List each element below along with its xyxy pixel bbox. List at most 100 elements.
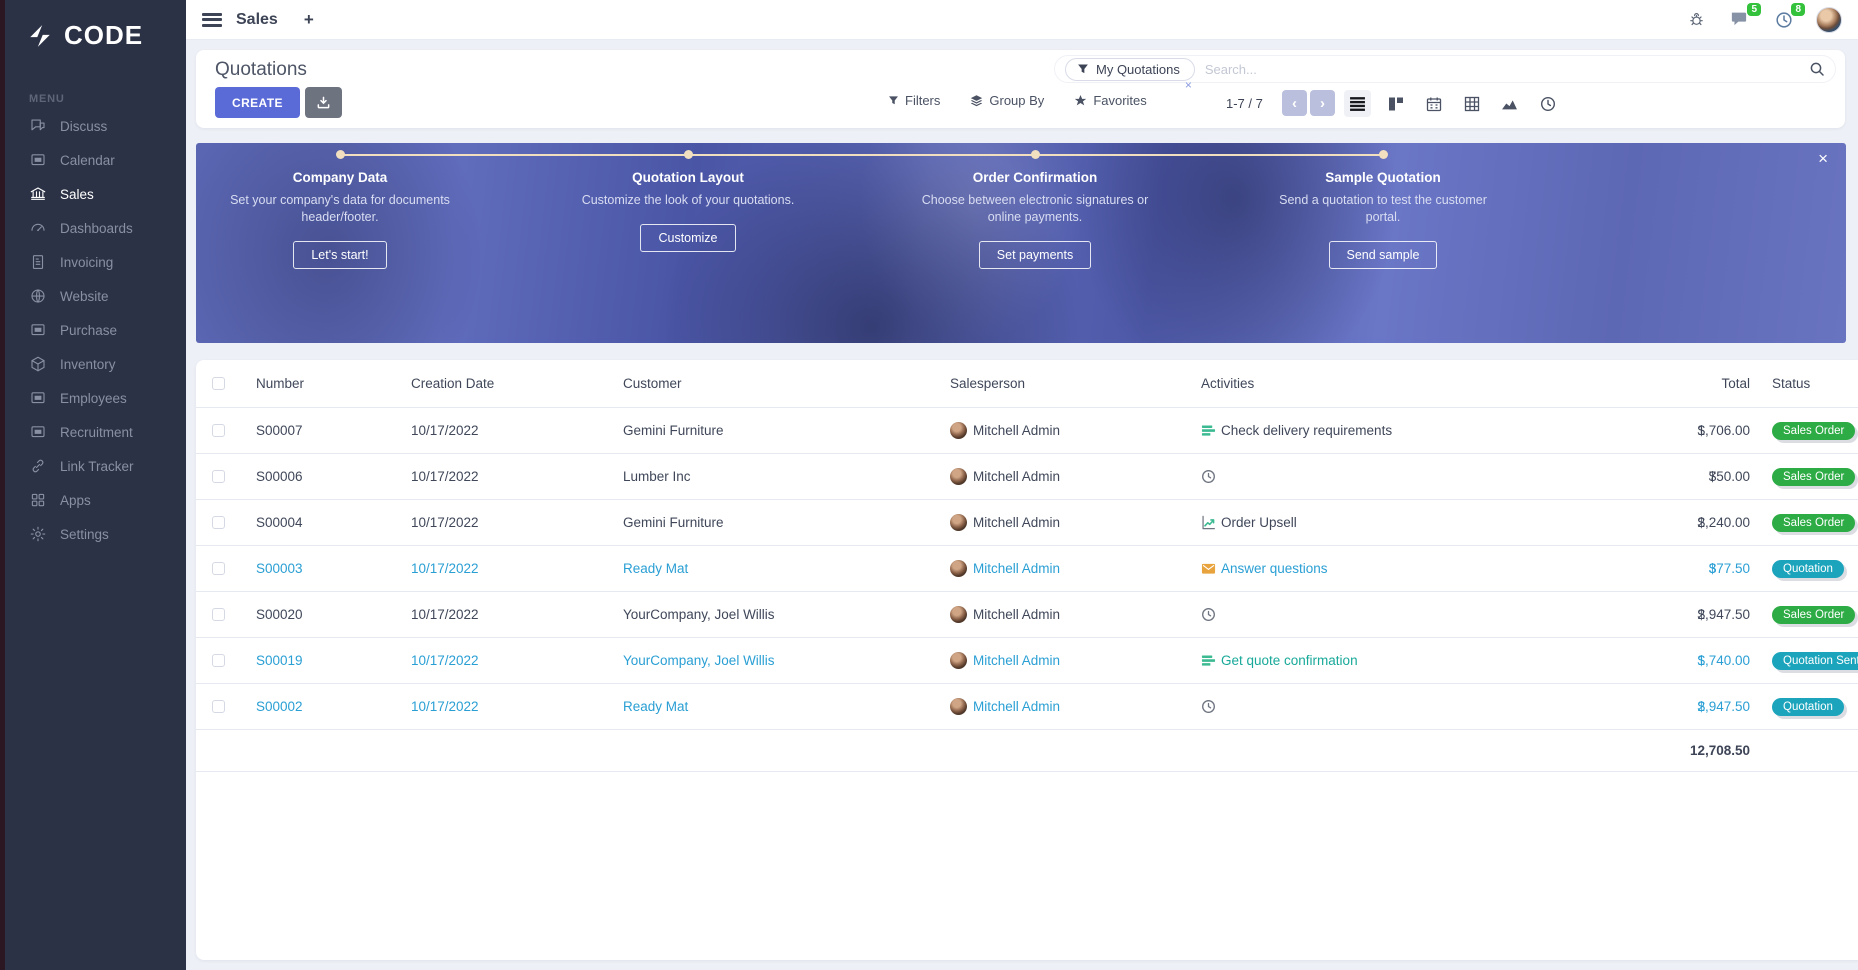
clock-icon[interactable] [1201, 469, 1216, 484]
pager-prev-button[interactable]: ‹ [1282, 90, 1307, 116]
calendar-view-icon[interactable] [1420, 90, 1447, 117]
export-button[interactable] [304, 87, 342, 118]
navbar-app-title[interactable]: Sales [236, 10, 278, 28]
row-activity-label[interactable]: Order Upsell [1221, 515, 1297, 530]
column-header-activities[interactable]: Activities [1201, 376, 1255, 391]
kanban-view-icon[interactable] [1382, 90, 1409, 117]
globe-icon [29, 287, 47, 305]
messages-icon[interactable]: 5 [1728, 2, 1761, 32]
groupby-button[interactable]: Group By [970, 93, 1044, 108]
row-checkbox[interactable] [212, 562, 225, 575]
search-facet[interactable]: My Quotations × [1065, 57, 1195, 92]
table-row[interactable]: S00020 10/17/2022 YourCompany, Joel Will… [196, 592, 1858, 638]
create-button[interactable]: CREATE [215, 87, 300, 118]
lets-start-button[interactable]: Let's start! [293, 240, 387, 269]
table-row[interactable]: S00003 10/17/2022 Ready Mat Mitchell Adm… [196, 546, 1858, 592]
sidebar-item-settings[interactable]: Settings [5, 517, 186, 551]
sidebar-item-label: Calendar [60, 152, 115, 168]
search-icon[interactable] [1809, 61, 1825, 77]
filters-button[interactable]: Filters [888, 93, 940, 108]
sidebar-item-employees[interactable]: Employees [5, 381, 186, 415]
row-checkbox[interactable] [212, 470, 225, 483]
row-number[interactable]: S00002 [256, 699, 303, 714]
row-customer: Gemini Furniture [623, 423, 724, 438]
sidebar-item-inventory[interactable]: Inventory [5, 347, 186, 381]
table-row[interactable]: S00002 10/17/2022 Ready Mat Mitchell Adm… [196, 684, 1858, 730]
sidebar-item-label: Link Tracker [60, 458, 134, 474]
sidebar-item-discuss[interactable]: Discuss [5, 109, 186, 143]
row-number[interactable]: S00004 [256, 515, 303, 530]
envelope-icon[interactable] [1201, 561, 1216, 576]
sidebar-item-label: Recruitment [60, 424, 133, 440]
list-view-icon[interactable] [1344, 90, 1371, 117]
row-checkbox[interactable] [212, 516, 225, 529]
table-row[interactable]: S00019 10/17/2022 YourCompany, Joel Will… [196, 638, 1858, 684]
row-activity-label[interactable]: Get quote confirmation [1221, 653, 1358, 668]
invoice-doc-icon [29, 253, 47, 271]
onboarding-step-sample-quotation: Sample Quotation Send a quotation to tes… [1233, 170, 1533, 269]
activity-view-icon[interactable] [1534, 90, 1561, 117]
sidebar-item-purchase[interactable]: Purchase [5, 313, 186, 347]
row-number[interactable]: S00020 [256, 607, 303, 622]
favorites-button[interactable]: Favorites [1074, 93, 1147, 108]
sidebar-item-calendar[interactable]: Calendar [5, 143, 186, 177]
column-header-salesperson[interactable]: Salesperson [950, 376, 1026, 391]
tasks-icon[interactable] [1201, 423, 1216, 438]
row-checkbox[interactable] [212, 424, 225, 437]
table-row[interactable]: S00007 10/17/2022 Gemini Furniture Mitch… [196, 408, 1858, 454]
facet-remove-icon[interactable]: × [1184, 77, 1192, 92]
table-row[interactable]: S00004 10/17/2022 Gemini Furniture Mitch… [196, 500, 1858, 546]
tasks-icon[interactable] [1201, 653, 1216, 668]
user-avatar[interactable] [1816, 6, 1842, 33]
row-number[interactable]: S00006 [256, 469, 303, 484]
add-tab-button[interactable]: + [303, 9, 314, 29]
sidebar-item-recruitment[interactable]: Recruitment [5, 415, 186, 449]
onboarding-step-company-data: Company Data Set your company's data for… [196, 170, 490, 269]
app-logo[interactable]: CODE [5, 0, 186, 51]
graph-view-icon[interactable] [1496, 90, 1523, 117]
column-header-creation-date[interactable]: Creation Date [411, 376, 495, 391]
row-activity-label[interactable]: Answer questions [1221, 561, 1328, 576]
sidebar-item-apps[interactable]: Apps [5, 483, 186, 517]
sidebar-item-label: Invoicing [60, 254, 114, 270]
row-activity-label[interactable]: Check delivery requirements [1221, 423, 1393, 438]
table-row[interactable]: S00006 10/17/2022 Lumber Inc Mitchell Ad… [196, 454, 1858, 500]
search-bar[interactable]: My Quotations × Search... [1054, 55, 1836, 92]
pager-next-button[interactable]: › [1310, 90, 1335, 116]
row-checkbox[interactable] [212, 700, 225, 713]
column-header-status[interactable]: Status [1772, 376, 1811, 391]
set-payments-button[interactable]: Set payments [978, 240, 1092, 269]
select-all-checkbox[interactable] [212, 377, 225, 390]
row-checkbox[interactable] [212, 608, 225, 621]
customize-button[interactable]: Customize [640, 223, 736, 252]
upsell-icon[interactable] [1201, 515, 1216, 530]
sidebar-item-dashboards[interactable]: Dashboards [5, 211, 186, 245]
column-header-customer[interactable]: Customer [623, 376, 682, 391]
row-number[interactable]: S00003 [256, 561, 303, 576]
column-header-number[interactable]: Number [256, 376, 305, 391]
debug-bug-icon[interactable] [1684, 8, 1708, 32]
row-salesperson: Mitchell Admin [973, 469, 1061, 484]
clock-icon[interactable] [1201, 699, 1216, 714]
column-header-total[interactable]: Total [1721, 376, 1750, 391]
row-number[interactable]: S00019 [256, 653, 303, 668]
sidebar-item-sales[interactable]: Sales [5, 177, 186, 211]
sidebar-item-website[interactable]: Website [5, 279, 186, 313]
activities-clock-icon[interactable]: 8 [1772, 2, 1805, 32]
chain-link-icon [29, 457, 47, 475]
footer-total: 12,708.50 [1689, 743, 1750, 758]
send-sample-button[interactable]: Send sample [1328, 240, 1438, 269]
banner-close-icon[interactable]: × [1818, 149, 1828, 168]
row-status-badge: Sales Order [1772, 605, 1856, 624]
sidebar-item-invoicing[interactable]: Invoicing [5, 245, 186, 279]
sidebar-item-label: Website [60, 288, 109, 304]
page-title: Quotations [215, 59, 307, 80]
clock-icon[interactable] [1201, 607, 1216, 622]
search-placeholder[interactable]: Search... [1204, 61, 1257, 77]
row-checkbox[interactable] [212, 654, 225, 667]
pager-text: 1-7 / 7 [1226, 96, 1263, 111]
pivot-view-icon[interactable] [1458, 90, 1485, 117]
row-number[interactable]: S00007 [256, 423, 303, 438]
sidebar-item-linktracker[interactable]: Link Tracker [5, 449, 186, 483]
hamburger-menu-icon[interactable] [202, 12, 222, 27]
